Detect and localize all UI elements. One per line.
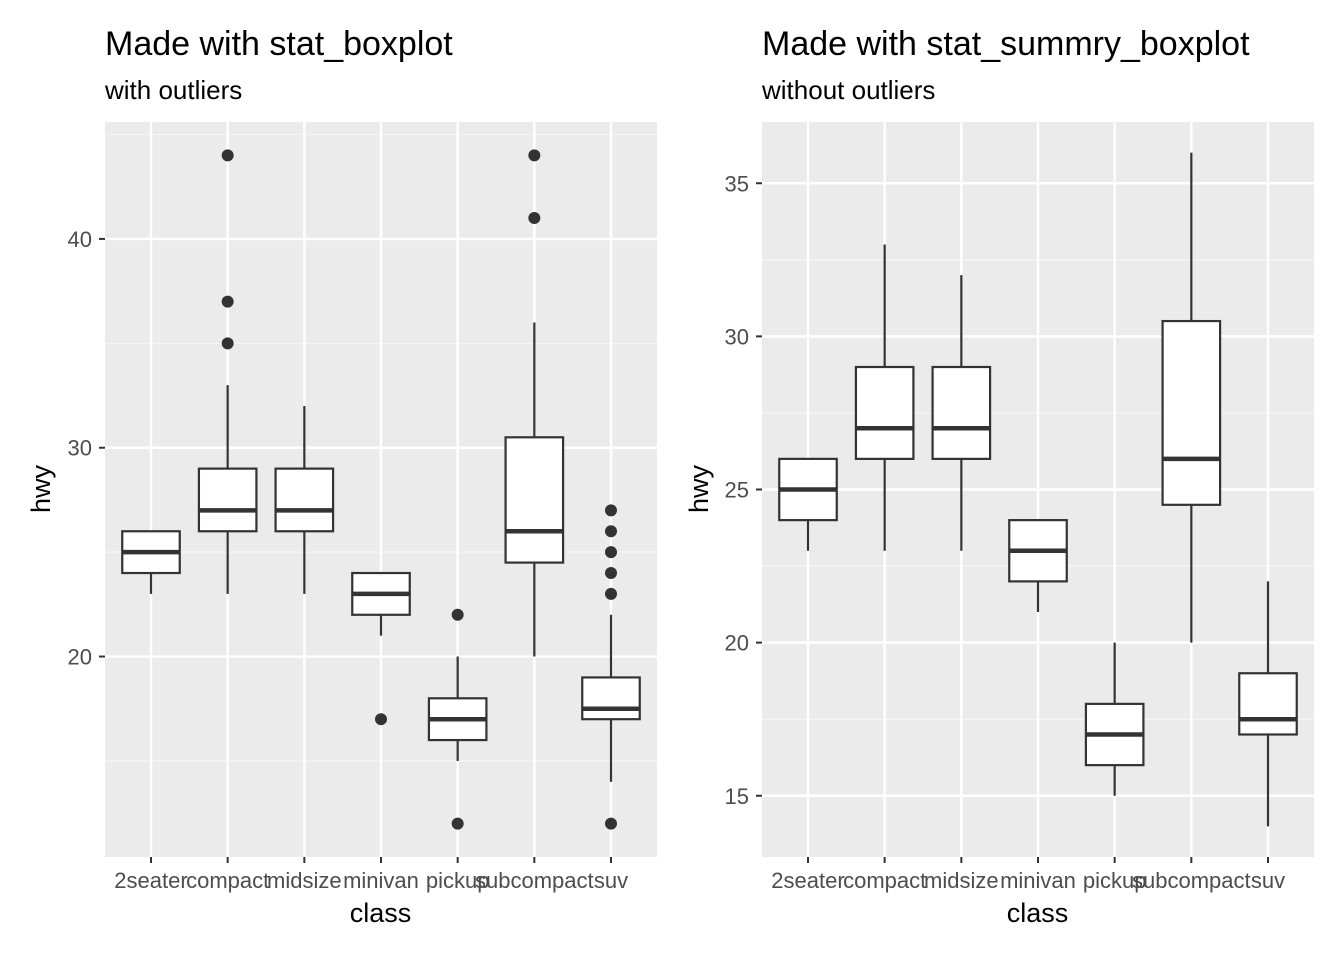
plot-title: Made with stat_boxplot: [105, 25, 453, 63]
box-body: [197, 467, 258, 533]
y-tick-label: 15: [725, 784, 749, 809]
outlier-point: [605, 525, 617, 538]
box-minivan: [351, 571, 411, 726]
box-body: [931, 365, 992, 460]
outlier-point: [528, 212, 541, 225]
outlier-point: [451, 608, 464, 621]
plot-stat-boxplot: Made with stat_boxplot with outliers cla…: [26, 25, 657, 928]
box-pickup: [427, 608, 488, 830]
box-body: [1238, 672, 1298, 736]
x-tick-label: 2seater: [771, 868, 844, 893]
outlier-point: [375, 713, 387, 726]
plot-subtitle: without outliers: [761, 75, 935, 105]
x-tick-label: suv: [594, 868, 628, 893]
x-tick-label: compact: [843, 868, 926, 893]
plot-stat-summary-boxplot: Made with stat_summry_boxplot without ou…: [684, 25, 1314, 928]
x-tick-label: minivan: [343, 868, 419, 893]
x-tick-label: subcompact: [475, 868, 594, 893]
outlier-point: [221, 337, 234, 350]
box-body: [1161, 319, 1222, 506]
box-suv: [581, 504, 641, 830]
box-midsize: [274, 405, 335, 594]
box-compact: [854, 244, 915, 551]
x-axis-label: class: [1007, 898, 1069, 928]
box-suv: [1238, 581, 1298, 827]
x-tick-label: compact: [186, 868, 269, 893]
y-tick-label: 30: [68, 436, 92, 461]
outlier-point: [605, 587, 617, 600]
box-body: [854, 365, 915, 460]
outlier-point: [605, 504, 617, 517]
box-subcompact: [504, 149, 565, 657]
y-tick-label: 30: [725, 324, 749, 349]
outlier-point: [605, 546, 617, 559]
y-tick-label: 40: [68, 227, 92, 252]
box-compact: [197, 149, 258, 594]
y-axis-label: hwy: [26, 464, 56, 513]
box-midsize: [931, 275, 992, 551]
y-tick-label: 20: [68, 645, 92, 670]
y-tick-label: 20: [725, 631, 749, 656]
x-tick-label: minivan: [1000, 868, 1076, 893]
box-minivan: [1008, 519, 1068, 612]
box-body: [504, 436, 565, 564]
x-tick-label: pickup: [1083, 868, 1147, 893]
outlier-point: [528, 149, 541, 162]
plot-subtitle: with outliers: [104, 75, 242, 105]
outlier-point: [605, 817, 617, 830]
box-subcompact: [1161, 152, 1222, 643]
outlier-point: [605, 567, 617, 580]
box-body: [274, 467, 335, 533]
plot-title: Made with stat_summry_boxplot: [762, 25, 1250, 63]
box-body: [581, 676, 641, 721]
y-tick-label: 35: [725, 171, 749, 196]
x-tick-label: suv: [1251, 868, 1285, 893]
x-tick-label: midsize: [924, 868, 999, 893]
y-tick-label: 25: [725, 478, 749, 503]
box-pickup: [1084, 642, 1145, 796]
outlier-point: [221, 149, 234, 162]
x-axis-label: class: [350, 898, 412, 928]
x-tick-label: 2seater: [114, 868, 187, 893]
outlier-point: [221, 295, 234, 308]
outlier-point: [451, 817, 464, 830]
x-tick-label: midsize: [267, 868, 342, 893]
y-axis-label: hwy: [684, 464, 714, 513]
x-tick-label: pickup: [426, 868, 490, 893]
box-2seater: [121, 530, 181, 594]
box-2seater: [778, 457, 838, 551]
x-tick-label: subcompact: [1132, 868, 1251, 893]
